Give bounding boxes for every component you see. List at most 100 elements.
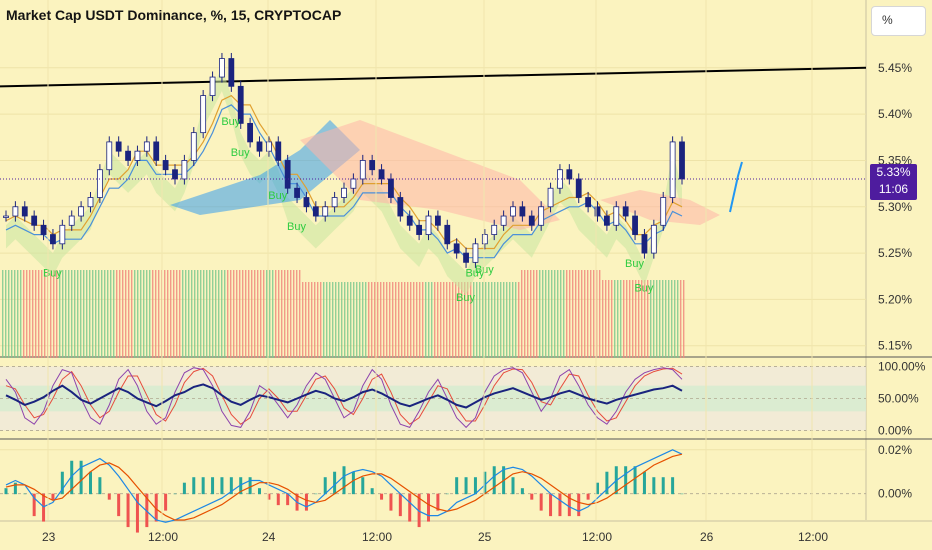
candle bbox=[453, 243, 460, 254]
stoch-k-line bbox=[5, 367, 683, 429]
volume-bar bbox=[563, 270, 565, 358]
macd-histogram-bar bbox=[98, 477, 102, 495]
volume-bar bbox=[683, 280, 685, 358]
macd-histogram-bar bbox=[530, 493, 534, 500]
volume-bar bbox=[590, 270, 592, 358]
candle bbox=[115, 141, 122, 152]
macd-histogram-bar bbox=[60, 471, 64, 495]
macd-histogram-bar bbox=[361, 477, 365, 495]
volume-bar bbox=[437, 282, 439, 358]
buy-signal-label: Buy bbox=[625, 258, 644, 270]
macd-histogram-bar bbox=[182, 482, 186, 495]
volume-bar bbox=[554, 270, 556, 358]
volume-bar bbox=[521, 270, 523, 358]
candle bbox=[209, 76, 216, 96]
volume-bar bbox=[356, 282, 358, 358]
macd-histogram-bar bbox=[511, 477, 515, 495]
volume-bar bbox=[662, 280, 664, 358]
candle bbox=[275, 141, 282, 161]
volume-bar bbox=[155, 270, 157, 358]
volume-bar bbox=[548, 270, 550, 358]
macd-histogram-bar bbox=[642, 471, 646, 495]
candle bbox=[106, 141, 113, 171]
volume-bar bbox=[80, 270, 82, 358]
volume-bar bbox=[323, 282, 325, 358]
volume-bar bbox=[53, 270, 55, 358]
macd-histogram-bar bbox=[398, 493, 402, 517]
volume-bar bbox=[617, 280, 619, 358]
candle bbox=[388, 178, 394, 198]
candle bbox=[491, 224, 498, 235]
candle bbox=[3, 215, 9, 218]
volume-bar bbox=[551, 270, 553, 358]
volume-bar bbox=[602, 280, 604, 358]
moving-average-line bbox=[5, 104, 683, 259]
volume-bar bbox=[452, 282, 454, 358]
macd-histogram-bar bbox=[445, 493, 449, 495]
macd-histogram-bar bbox=[70, 460, 74, 495]
volume-bar bbox=[182, 270, 184, 358]
volume-bar bbox=[377, 282, 379, 358]
volume-bar bbox=[251, 270, 253, 358]
volume-bar bbox=[77, 270, 79, 358]
volume-bar bbox=[497, 282, 499, 358]
volume-bar bbox=[329, 282, 331, 358]
volume-bar bbox=[50, 270, 52, 358]
x-tick-label: 12:00 bbox=[798, 530, 828, 544]
macd-histogram-bar bbox=[258, 488, 261, 495]
volume-bar bbox=[62, 270, 64, 358]
candle bbox=[641, 234, 648, 254]
volume-bar bbox=[338, 282, 340, 358]
volume-bar bbox=[593, 270, 595, 358]
candle bbox=[331, 197, 338, 208]
volume-bar bbox=[425, 282, 427, 358]
volume-bar bbox=[668, 280, 670, 358]
candle bbox=[510, 206, 516, 217]
volume-bar bbox=[200, 270, 202, 358]
macd-histogram-bar bbox=[624, 466, 628, 495]
candle bbox=[59, 224, 66, 245]
candle bbox=[359, 160, 366, 180]
candle bbox=[472, 243, 479, 263]
y-tick-label: 5.15% bbox=[878, 339, 912, 353]
macd-histogram-bar bbox=[145, 493, 149, 528]
volume-bar bbox=[572, 270, 574, 358]
volume-bar bbox=[518, 282, 520, 358]
volume-bar bbox=[368, 282, 370, 358]
ichimoku-cloud-bear bbox=[300, 120, 560, 230]
volume-bar bbox=[578, 270, 580, 358]
volume-bar bbox=[296, 270, 298, 358]
candle bbox=[406, 215, 413, 226]
volume-bar bbox=[167, 270, 169, 358]
candle bbox=[200, 95, 207, 134]
volume-bar bbox=[509, 282, 511, 358]
volume-bar bbox=[407, 282, 409, 358]
volume-bar bbox=[197, 270, 199, 358]
volume-bar bbox=[152, 270, 154, 358]
candle bbox=[322, 206, 329, 217]
volume-bar bbox=[188, 270, 190, 358]
macd-histogram-bar bbox=[596, 482, 599, 495]
volume-bar bbox=[164, 270, 166, 358]
volume-bar bbox=[2, 270, 4, 358]
volume-bar bbox=[134, 270, 136, 358]
unit-toggle-button[interactable]: % bbox=[871, 6, 926, 36]
volume-bar bbox=[38, 270, 40, 358]
volume-bar bbox=[500, 282, 502, 358]
buy-signal-label: Buy bbox=[475, 264, 494, 276]
macd-histogram-bar bbox=[267, 493, 271, 500]
volume-bar bbox=[344, 282, 346, 358]
volume-bar bbox=[515, 282, 517, 358]
macd-histogram-bar bbox=[389, 493, 393, 511]
volume-bar bbox=[5, 270, 7, 358]
candle bbox=[557, 169, 563, 189]
volume-bar bbox=[488, 282, 490, 358]
volume-bar bbox=[284, 270, 286, 358]
macd-histogram-bar bbox=[417, 493, 421, 528]
volume-bar bbox=[524, 270, 526, 358]
volume-bar bbox=[341, 282, 343, 358]
volume-bar bbox=[503, 282, 505, 358]
volume-bar bbox=[101, 270, 103, 358]
volume-bar bbox=[467, 282, 469, 358]
